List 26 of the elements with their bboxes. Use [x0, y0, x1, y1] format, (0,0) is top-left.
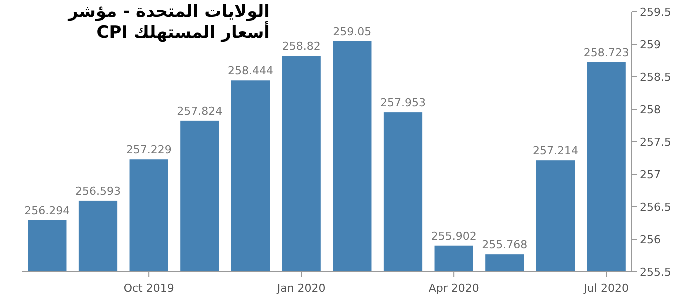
- data-label: 257.214: [533, 144, 578, 158]
- x-tick-label: Oct 2019: [124, 282, 174, 295]
- y-tick-label: 258: [640, 104, 661, 116]
- data-label: 259.05: [333, 25, 372, 38]
- y-tick-label: 258.5: [640, 71, 672, 84]
- data-label: 258.82: [282, 40, 321, 54]
- data-label: 258.723: [584, 46, 630, 60]
- chart-title: الولايات المتحدة - مؤشر أسعار المستهلك CPI: [66, 2, 270, 44]
- y-tick-label: 256.5: [640, 201, 672, 214]
- data-label: 257.953: [380, 96, 426, 110]
- data-label: 255.902: [431, 230, 477, 243]
- y-tick-label: 259: [640, 38, 661, 52]
- data-label: 258.444: [228, 64, 274, 78]
- y-tick-label: 259.5: [640, 6, 672, 19]
- y-tick-label: 257: [640, 168, 661, 182]
- y-tick-label: 257.5: [640, 136, 672, 149]
- x-tick-label: Apr 2020: [428, 282, 480, 295]
- x-tick-label: Jan 2020: [276, 282, 326, 295]
- data-label: 256.294: [24, 204, 70, 218]
- data-label: 257.824: [177, 104, 223, 118]
- y-tick-label: 255.5: [640, 266, 672, 279]
- data-label: 255.768: [482, 238, 528, 252]
- y-tick-label: 256: [640, 234, 661, 246]
- x-tick-label: Jul 2020: [583, 282, 629, 295]
- data-label: 257.229: [126, 144, 172, 157]
- data-label: 256.593: [76, 184, 121, 198]
